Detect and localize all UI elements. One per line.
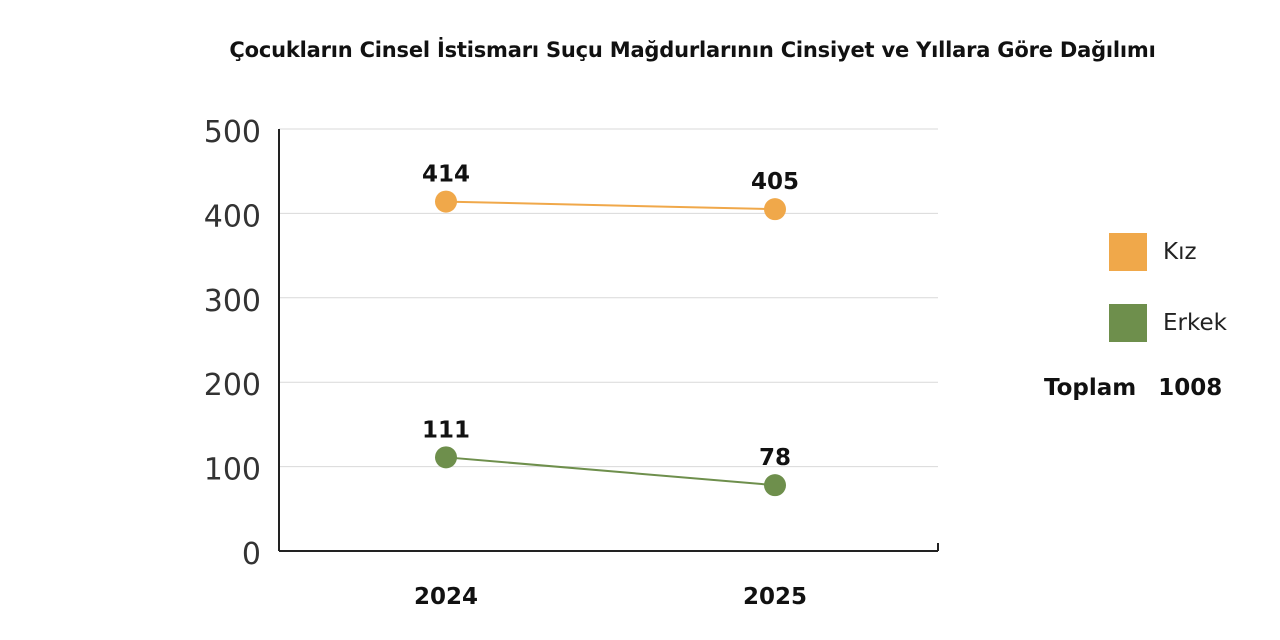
total-label: Toplam xyxy=(1044,375,1137,401)
y-tick-label-500: 500 xyxy=(204,115,261,150)
y-tick-label-0: 0 xyxy=(242,537,261,572)
data-point-s1-0 xyxy=(435,446,457,469)
series-line-0 xyxy=(445,200,776,211)
data-label-s0-1: 405 xyxy=(751,169,799,195)
series-line-1 xyxy=(445,456,776,487)
x-tick-label-2025: 2025 xyxy=(743,584,807,610)
chart-title: Çocukların Cinsel İstismarı Suçu Mağdurl… xyxy=(229,38,1156,62)
y-tick-label-100: 100 xyxy=(204,453,261,488)
data-point-s0-0 xyxy=(435,190,457,213)
y-tick-label-300: 300 xyxy=(204,284,261,319)
y-tick-label-200: 200 xyxy=(204,368,261,403)
total-value: 1008 xyxy=(1158,375,1223,401)
data-label-s0-0: 414 xyxy=(422,162,470,188)
legend-swatch-kiz xyxy=(1109,233,1147,271)
legend-swatch-erkek xyxy=(1109,304,1147,342)
data-label-s1-1: 78 xyxy=(759,445,791,471)
y-tick-label-400: 400 xyxy=(204,199,261,234)
legend-label-kiz: Kız xyxy=(1163,239,1197,265)
total-row: Toplam 1008 xyxy=(1044,375,1222,401)
x-tick-label-2024: 2024 xyxy=(414,584,478,610)
data-point-s0-1 xyxy=(764,198,786,221)
data-point-s1-1 xyxy=(764,474,786,497)
legend-label-erkek: Erkek xyxy=(1163,310,1227,336)
data-label-s1-0: 111 xyxy=(422,417,470,443)
footnote-strip xyxy=(0,628,1280,640)
